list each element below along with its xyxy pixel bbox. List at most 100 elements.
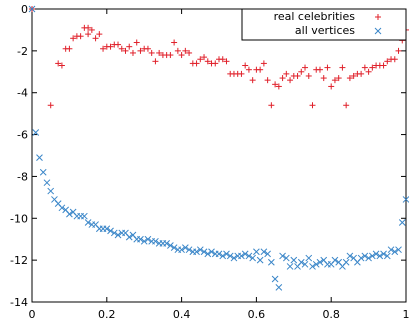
blue-cross-point [107,227,114,235]
red-plus-point [279,75,286,82]
red-plus-point [294,72,301,79]
red-plus-point [55,60,62,67]
blue-cross-point [297,258,305,266]
red-plus-point [115,41,122,48]
legend-label-real-celebrities: real celebrities [274,10,356,23]
y-tick-label: -4 [17,87,28,100]
red-plus-point [328,83,335,90]
blue-cross-point [200,248,208,256]
red-plus-point [148,49,155,56]
y-tick-label: -12 [10,254,28,267]
red-plus-point [197,56,204,63]
blue-cross-point [181,244,189,251]
red-plus-point [358,70,365,77]
blue-cross-point [271,275,279,283]
red-plus-point [283,70,290,77]
red-plus-point [126,43,133,50]
red-plus-point [85,24,92,31]
plot-frame [31,8,407,303]
blue-cross-point [152,237,159,245]
red-plus-point [96,31,103,38]
blue-cross-point [398,219,406,226]
red-plus-point [369,64,376,71]
blue-cross-point [249,254,257,262]
y-tick-label: 0 [21,3,28,16]
blue-cross-point [43,179,51,187]
legend-box [241,8,407,41]
red-plus-point [391,56,398,63]
red-plus-point [186,49,193,56]
red-plus-point [201,54,208,61]
blue-cross-point [39,168,47,176]
x-tick-label: 0.4 [173,308,191,321]
blue-cross-point [357,254,365,262]
red-plus-point [346,75,353,82]
blue-cross-point [282,254,290,262]
red-plus-point [380,62,387,69]
red-plus-point [122,47,129,54]
blue-cross-point [342,258,350,266]
blue-cross-point [253,248,260,256]
red-plus-point [242,62,249,69]
red-plus-point [272,81,279,88]
blue-cross-point [260,248,268,256]
blue-cross-point [286,263,294,270]
blue-cross-point [268,258,275,266]
blue-cross-point [312,260,320,268]
red-plus-point [137,47,144,54]
blue-cross-point [264,250,271,258]
blue-cross-point [238,252,245,260]
red-plus-point [316,66,323,73]
blue-cross-point [47,187,55,195]
red-plus-point [257,66,264,73]
red-plus-point [298,68,305,75]
blue-cross-point [114,231,122,239]
y-tick-label: -6 [17,129,28,142]
blue-cross-point [110,229,118,237]
blue-cross-point [137,235,144,243]
blue-cross-point [368,252,376,260]
red-plus-point [238,70,245,77]
blue-cross-point [193,248,200,256]
red-plus-point [167,52,174,59]
red-plus-point [219,56,226,63]
blue-cross-point [58,204,66,212]
y-tick-label: -10 [10,212,28,225]
blue-cross-point [208,248,215,256]
red-plus-point [107,43,114,50]
red-plus-point [193,60,200,67]
red-plus-point [47,102,54,109]
red-plus-point [320,75,327,82]
red-plus-point [309,102,316,109]
red-plus-point [156,49,163,56]
red-plus-point [85,31,92,38]
legend-marker-all-vertices [374,27,382,35]
blue-cross-point [331,256,339,264]
blue-cross-point [196,246,204,254]
blue-cross-point [275,283,283,291]
red-plus-point [223,58,230,65]
blue-cross-point [402,196,409,203]
red-plus-point [144,45,151,52]
blue-cross-point [380,250,387,258]
red-plus-point [384,58,391,65]
blue-cross-point [32,129,40,136]
y-tick-label: -2 [17,45,28,58]
x-tick-label: 0.8 [322,308,340,321]
blue-cross-point [185,246,193,254]
blue-cross-point [309,263,316,270]
blue-cross-point [215,250,223,258]
red-plus-point [268,102,275,109]
red-plus-point [118,45,125,52]
x-tick-label: 0.6 [248,308,266,321]
blue-cross-point [84,219,92,226]
red-plus-point [178,52,185,59]
blue-cross-point [305,254,313,262]
blue-cross-point [372,250,380,258]
red-plus-point [70,35,77,42]
blue-cross-point [395,246,402,254]
blue-cross-point [316,258,324,266]
red-plus-point [365,68,372,75]
blue-cross-point [140,237,148,245]
blue-cross-point [167,242,174,249]
